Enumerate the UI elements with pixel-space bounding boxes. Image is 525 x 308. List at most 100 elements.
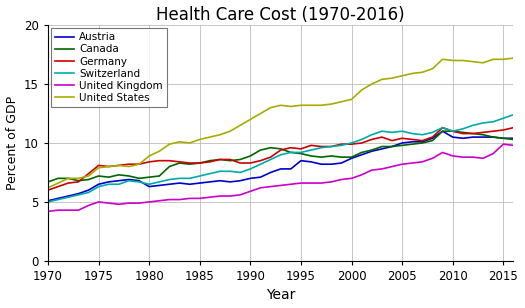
United States — [429, 67, 436, 71]
United Kingdom — [166, 198, 173, 201]
Austria — [369, 149, 375, 153]
Canada — [328, 154, 334, 158]
Switzerland — [207, 172, 213, 176]
Switzerland — [308, 148, 314, 152]
Canada — [429, 139, 436, 143]
Austria — [86, 188, 92, 192]
Canada — [500, 136, 507, 140]
Canada — [470, 132, 476, 136]
Germany — [439, 126, 446, 129]
Austria — [298, 159, 304, 163]
United States — [207, 135, 213, 139]
United Kingdom — [439, 151, 446, 154]
United States — [389, 76, 395, 80]
United Kingdom — [45, 209, 51, 213]
United Kingdom — [500, 142, 507, 146]
Austria — [75, 192, 81, 196]
Germany — [136, 162, 142, 166]
Switzerland — [399, 129, 405, 133]
Germany — [318, 145, 324, 148]
United Kingdom — [207, 195, 213, 199]
United Kingdom — [429, 156, 436, 160]
Austria — [308, 160, 314, 164]
Austria — [349, 156, 355, 160]
Canada — [510, 138, 517, 141]
Canada — [75, 179, 81, 183]
Switzerland — [449, 129, 456, 133]
Switzerland — [156, 180, 162, 184]
United Kingdom — [318, 181, 324, 185]
United States — [439, 58, 446, 61]
Germany — [217, 158, 223, 161]
United Kingdom — [197, 197, 203, 200]
United States — [257, 112, 264, 116]
Austria — [480, 135, 486, 139]
United Kingdom — [96, 200, 102, 204]
Canada — [409, 142, 415, 146]
Switzerland — [146, 182, 152, 186]
United States — [409, 71, 415, 75]
Germany — [197, 161, 203, 165]
Canada — [278, 147, 284, 151]
United States — [490, 58, 496, 61]
Canada — [359, 151, 365, 154]
Germany — [359, 141, 365, 145]
Germany — [328, 145, 334, 148]
Austria — [460, 136, 466, 140]
Germany — [480, 131, 486, 134]
Austria — [45, 199, 51, 203]
United States — [419, 71, 425, 74]
United Kingdom — [449, 154, 456, 158]
United Kingdom — [308, 181, 314, 185]
Austria — [257, 175, 264, 179]
United Kingdom — [409, 161, 415, 165]
Switzerland — [409, 132, 415, 136]
Germany — [379, 135, 385, 139]
Switzerland — [75, 193, 81, 197]
United States — [217, 133, 223, 136]
Canada — [247, 154, 254, 158]
Germany — [349, 142, 355, 146]
United Kingdom — [379, 167, 385, 171]
Austria — [359, 153, 365, 157]
United States — [166, 142, 173, 146]
Canada — [369, 148, 375, 152]
Line: United States: United States — [48, 58, 513, 188]
United States — [146, 154, 152, 158]
Switzerland — [126, 179, 132, 183]
Austria — [227, 180, 233, 184]
United States — [308, 103, 314, 107]
Switzerland — [470, 124, 476, 127]
United Kingdom — [176, 198, 183, 201]
Austria — [247, 176, 254, 180]
Switzerland — [298, 151, 304, 154]
Austria — [409, 140, 415, 144]
Y-axis label: Percent of GDP: Percent of GDP — [6, 96, 18, 190]
United States — [328, 102, 334, 106]
Germany — [116, 164, 122, 167]
United States — [480, 61, 486, 65]
Germany — [247, 161, 254, 165]
Germany — [429, 135, 436, 139]
Line: Austria: Austria — [48, 131, 513, 201]
United Kingdom — [86, 204, 92, 207]
Germany — [510, 126, 517, 129]
Germany — [389, 139, 395, 143]
Austria — [328, 162, 334, 166]
Line: Canada: Canada — [48, 131, 513, 182]
Germany — [308, 144, 314, 147]
Canada — [136, 176, 142, 180]
Switzerland — [389, 131, 395, 134]
Canada — [55, 176, 61, 180]
United States — [227, 129, 233, 133]
United Kingdom — [369, 168, 375, 172]
United States — [349, 98, 355, 101]
United Kingdom — [298, 181, 304, 185]
United States — [45, 186, 51, 190]
Canada — [460, 131, 466, 134]
Canada — [308, 154, 314, 158]
United Kingdom — [288, 182, 294, 186]
Germany — [186, 161, 193, 165]
Title: Health Care Cost (1970-2016): Health Care Cost (1970-2016) — [156, 6, 405, 23]
United States — [237, 124, 244, 127]
